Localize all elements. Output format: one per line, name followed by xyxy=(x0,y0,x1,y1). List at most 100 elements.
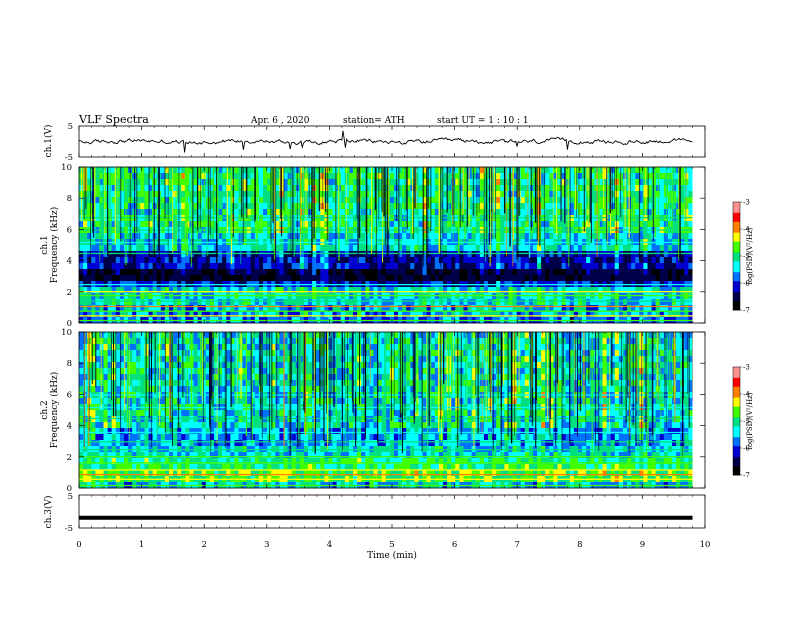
spectrogram-cell xyxy=(198,251,202,257)
spectrogram-cell xyxy=(631,167,635,173)
spectrogram-cell xyxy=(660,299,664,305)
spectrogram-cell xyxy=(643,257,647,263)
spectrogram-cell xyxy=(120,269,124,275)
spectrogram-cell xyxy=(218,257,222,263)
spectrogram-cell xyxy=(177,203,181,209)
spectrogram-cell xyxy=(345,173,349,179)
spectrogram-cell xyxy=(480,245,484,251)
spectrogram-cell xyxy=(631,173,635,179)
spectrogram-cell xyxy=(660,275,664,281)
start-ut-label: start UT = 1 : 10 : 1 xyxy=(437,116,529,126)
spectrogram-cell xyxy=(116,299,120,305)
spectrogram-cell xyxy=(247,233,251,239)
spectrogram-cell xyxy=(680,203,684,209)
spectrogram-cell xyxy=(304,287,308,293)
spectrogram-cell xyxy=(104,287,108,293)
spectrogram-cell xyxy=(451,263,455,269)
spectrogram-cell xyxy=(574,245,578,251)
spectrogram-cell xyxy=(153,398,157,404)
spectrogram-cell xyxy=(263,179,267,185)
spectrogram-cell xyxy=(140,386,144,392)
spectrogram-cell xyxy=(243,269,247,275)
spectrogram-cell xyxy=(676,275,680,281)
spectrogram-cell xyxy=(480,275,484,281)
spectrogram-cell xyxy=(279,245,283,251)
spectrogram-cell xyxy=(365,221,369,227)
sferic-streak xyxy=(222,167,223,233)
spectrogram-cell xyxy=(492,299,496,305)
spectrogram-cell xyxy=(529,275,533,281)
spectrogram-cell xyxy=(144,251,148,257)
sferic-streak xyxy=(379,167,380,220)
spectrogram-cell xyxy=(132,368,136,374)
spectrogram-cell xyxy=(324,257,328,263)
spectrogram-cell xyxy=(480,197,484,203)
spectrogram-cell xyxy=(570,269,574,275)
spectrogram-cell xyxy=(603,263,607,269)
spectrogram-cell xyxy=(365,299,369,305)
spectrogram-cell xyxy=(508,251,512,257)
spectrogram-cell xyxy=(95,209,99,215)
sferic-streak xyxy=(575,167,576,210)
spectrogram-cell xyxy=(79,386,83,392)
spectrogram-cell xyxy=(128,380,132,386)
spectrogram-cell xyxy=(263,251,267,257)
spectrogram-cell xyxy=(500,245,504,251)
spectrogram-cell xyxy=(210,299,214,305)
spectrogram-cell xyxy=(525,173,529,179)
sferic-streak xyxy=(544,167,545,264)
sferic-streak xyxy=(144,167,145,208)
spectrogram-cell xyxy=(128,332,132,338)
spectrogram-cell xyxy=(656,287,660,293)
spectrogram-cell xyxy=(349,221,353,227)
spectrogram-cell xyxy=(144,287,148,293)
sferic-streak xyxy=(417,167,418,253)
spectrogram-cell xyxy=(369,257,373,263)
spectrogram-cell xyxy=(598,299,602,305)
spectrogram-cell xyxy=(361,245,365,251)
spectrogram-cell xyxy=(639,263,643,269)
spectrogram-cell xyxy=(476,173,480,179)
spectrogram-cell xyxy=(230,269,234,275)
spectrogram-cell xyxy=(521,197,525,203)
spectrogram-cell xyxy=(578,275,582,281)
spectrogram-cell xyxy=(136,269,140,275)
sferic-streak xyxy=(620,167,621,217)
sferic-streak xyxy=(626,167,627,222)
spectrogram-cell xyxy=(562,275,566,281)
spectrogram-cell xyxy=(226,257,230,263)
sferic-streak xyxy=(672,167,673,236)
spectrogram-cell xyxy=(337,275,341,281)
spectrogram-cell xyxy=(259,173,263,179)
spectrogram-cell xyxy=(267,251,271,257)
spectrogram-cell xyxy=(500,263,504,269)
spectrogram-cell xyxy=(328,257,332,263)
spectrogram-cell xyxy=(144,470,148,476)
spectrogram-cell xyxy=(353,257,357,263)
spectrogram-cell xyxy=(378,233,382,239)
spectrogram-cell xyxy=(198,173,202,179)
spectrogram-cell xyxy=(320,251,324,257)
spectrogram-cell xyxy=(91,386,95,392)
spectrogram-cell xyxy=(603,251,607,257)
spectrogram-cell xyxy=(660,197,664,203)
spectrogram-cell xyxy=(99,299,103,305)
spectrogram-cell xyxy=(194,299,198,305)
spectrogram-cell xyxy=(611,245,615,251)
spectrogram-cell xyxy=(87,221,91,227)
spectrogram-cell xyxy=(439,299,443,305)
spectrogram-cell xyxy=(279,257,283,263)
spectrogram-cell xyxy=(517,287,521,293)
spectrogram-cell xyxy=(177,245,181,251)
sferic-streak xyxy=(168,167,169,262)
spectrogram-cell xyxy=(136,422,140,428)
spectrogram-cell xyxy=(95,179,99,185)
sferic-streak xyxy=(564,167,565,223)
spectrogram-cell xyxy=(684,269,688,275)
spectrogram-cell xyxy=(324,245,328,251)
spectrogram-cell xyxy=(476,233,480,239)
spectrogram-cell xyxy=(292,287,296,293)
spectrogram-cell xyxy=(312,245,316,251)
spectrogram-cell xyxy=(525,209,529,215)
spectrogram-cell xyxy=(136,380,140,386)
